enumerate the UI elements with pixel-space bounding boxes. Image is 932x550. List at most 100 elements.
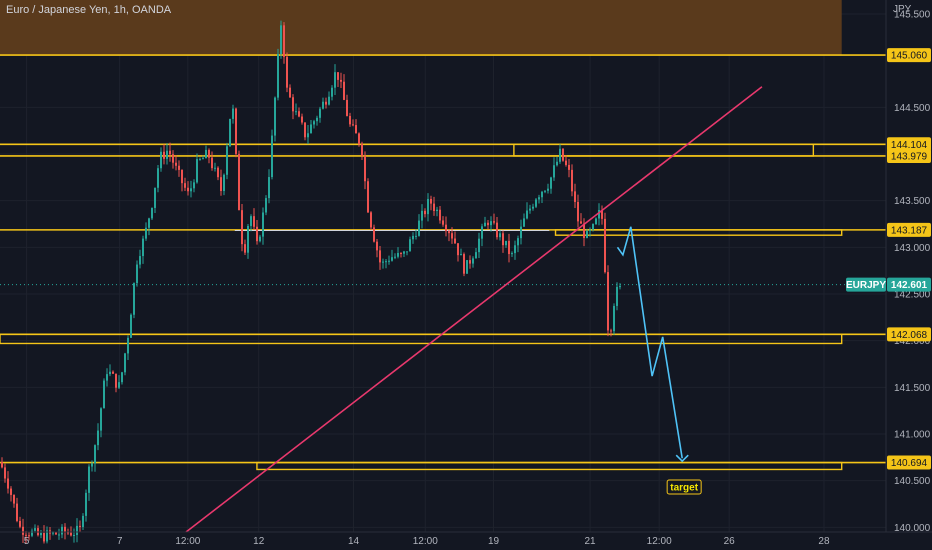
- candle-body: [118, 382, 120, 388]
- candle-body: [271, 135, 273, 178]
- candle-body: [97, 430, 99, 446]
- level-box[interactable]: [0, 333, 843, 345]
- candle-body: [475, 252, 477, 259]
- candle-body: [106, 374, 108, 381]
- candle-body: [31, 530, 33, 536]
- candle-body: [373, 227, 375, 242]
- candle-body: [418, 220, 420, 236]
- candle-body: [235, 108, 237, 154]
- candle-body: [607, 272, 609, 331]
- candle-body: [247, 225, 249, 253]
- level-boxes: [0, 143, 843, 471]
- candle-body: [262, 212, 264, 237]
- candle-body: [226, 146, 228, 175]
- candle-body: [310, 124, 312, 134]
- candle-body: [175, 162, 177, 166]
- candle-body: [241, 210, 243, 245]
- candle-body: [124, 353, 126, 373]
- price-tick-label: 142.000: [894, 336, 931, 347]
- trendline-line[interactable]: [185, 86, 763, 533]
- candle-body: [196, 159, 198, 183]
- candle-body: [322, 101, 324, 109]
- candle-body: [364, 155, 366, 182]
- candle-body: [289, 87, 291, 98]
- time-tick-label: 12:00: [647, 536, 672, 547]
- price-tick-label: 145.500: [894, 10, 931, 21]
- candle-body: [355, 125, 357, 134]
- candle-body: [199, 158, 201, 160]
- candle-body: [202, 158, 204, 160]
- candle-body: [187, 187, 189, 192]
- candle-body: [412, 235, 414, 240]
- candle-body: [169, 150, 171, 155]
- candle-body: [145, 227, 147, 239]
- candle-body: [598, 209, 600, 219]
- candle-body: [436, 209, 438, 212]
- level-price-tag-text: 144.104: [891, 140, 928, 151]
- candle-body: [274, 97, 276, 136]
- zone-rect: [0, 0, 842, 56]
- level-box[interactable]: [256, 461, 843, 471]
- candle-body: [370, 212, 372, 228]
- candle-body: [13, 494, 15, 504]
- candle-body: [583, 223, 585, 238]
- candle-body: [154, 187, 156, 208]
- candle-body: [244, 244, 246, 253]
- candle-body: [238, 153, 240, 211]
- candle-body: [547, 188, 549, 191]
- candle-body: [229, 118, 231, 147]
- level-box[interactable]: [554, 229, 843, 236]
- candle-body: [178, 165, 180, 170]
- time-tick-label: 19: [488, 536, 500, 547]
- candle-body: [391, 257, 393, 261]
- candle-body: [538, 197, 540, 200]
- candle-body: [463, 254, 465, 274]
- candle-body: [493, 221, 495, 223]
- candle-body: [64, 526, 66, 533]
- candle-body: [139, 256, 141, 265]
- symbol-price-tag: EURJPY 142.601: [846, 277, 931, 292]
- time-axis[interactable]: 5 7 12:00 12 14 12:00 19 21 12:00 26 28: [24, 536, 830, 547]
- candle-body: [253, 216, 255, 227]
- level-price-tag-text: 143.187: [891, 225, 928, 236]
- candle-body: [328, 96, 330, 105]
- projection-path[interactable]: [616, 226, 689, 463]
- level-price-tag: [887, 455, 931, 470]
- symbol-tag-text: EURJPY: [846, 280, 886, 291]
- candle-body: [397, 253, 399, 257]
- time-tick-label: 12: [253, 536, 265, 547]
- level-price-tag-text: 142.068: [891, 330, 928, 341]
- candle-body: [532, 206, 534, 209]
- target-label: target: [666, 479, 702, 495]
- candle-body: [505, 240, 507, 246]
- candle-body: [25, 534, 27, 536]
- trendline[interactable]: [185, 86, 763, 533]
- candle-body: [517, 238, 519, 246]
- candle-body: [499, 233, 501, 238]
- projection-line[interactable]: [616, 226, 683, 459]
- price-tick-label: 140.500: [894, 476, 931, 487]
- time-tick-label: 12:00: [175, 536, 200, 547]
- candle-body: [448, 231, 450, 234]
- candle-body: [148, 218, 150, 228]
- level-box[interactable]: [513, 143, 815, 157]
- candle-body: [298, 111, 300, 117]
- candle-body: [10, 488, 12, 495]
- candle-body: [283, 25, 285, 57]
- candle-body: [367, 181, 369, 213]
- current-price-tag-text: 142.601: [891, 280, 928, 291]
- candle-body: [358, 133, 360, 144]
- candle-body: [403, 251, 405, 254]
- candle-body: [568, 164, 570, 170]
- candle-body: [610, 330, 612, 332]
- candle-body: [268, 177, 270, 199]
- candle-body: [340, 79, 342, 82]
- candle-body: [259, 236, 261, 242]
- candles: [1, 20, 621, 544]
- time-tick-label: 28: [818, 536, 830, 547]
- candle-body: [172, 154, 174, 163]
- candle-body: [361, 143, 363, 156]
